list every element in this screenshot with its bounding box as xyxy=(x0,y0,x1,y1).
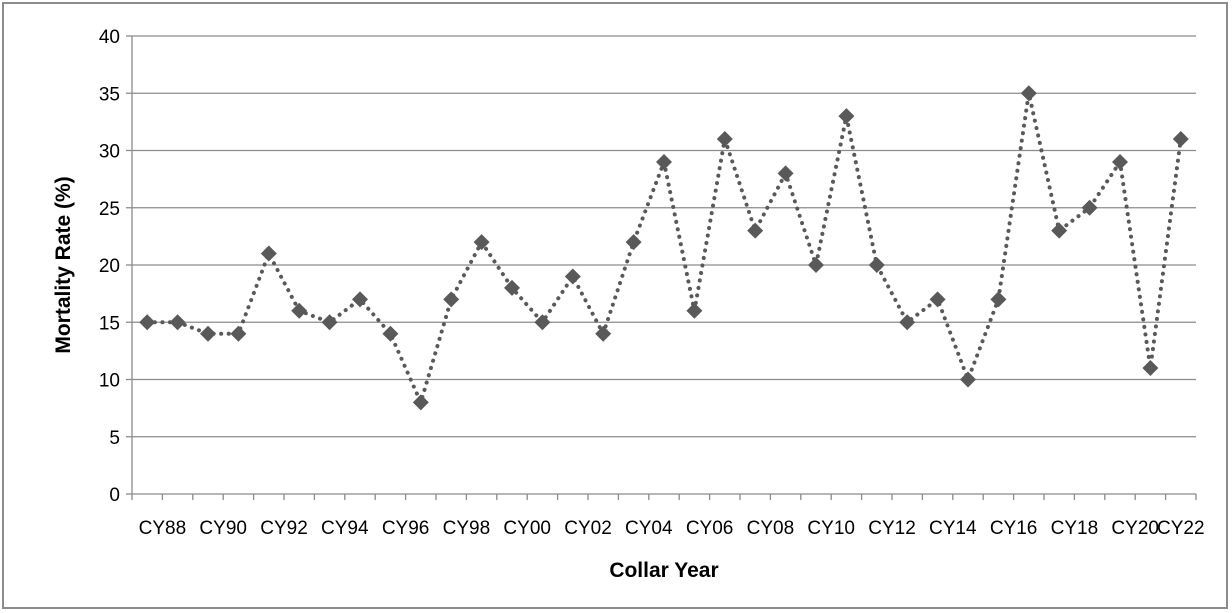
data-point-CY14 xyxy=(929,291,946,308)
data-point-CY10 xyxy=(808,257,824,273)
data-point-CY91 xyxy=(230,325,247,342)
data-point-CY09 xyxy=(777,165,794,182)
data-point-CY06 xyxy=(686,302,703,319)
series-line xyxy=(145,92,1183,409)
axes xyxy=(126,35,1197,500)
data-point-CY96 xyxy=(382,325,399,342)
data-point-CY17 xyxy=(1020,85,1037,102)
data-point-CY95 xyxy=(352,291,368,308)
data-point-CY13 xyxy=(899,314,916,331)
y-tick-label: 25 xyxy=(99,199,120,220)
x-tick-label: CY94 xyxy=(321,518,369,539)
data-point-CY21 xyxy=(1142,360,1159,377)
x-tick-label: CY22 xyxy=(1157,518,1205,539)
x-tick-label: CY18 xyxy=(1051,518,1099,539)
data-point-CY18 xyxy=(1051,222,1068,239)
y-tick-label: 5 xyxy=(109,428,120,449)
x-tick-label: CY14 xyxy=(929,518,977,539)
gridlines xyxy=(132,35,1196,438)
data-point-CY97 xyxy=(412,394,429,411)
data-point-CY20 xyxy=(1112,153,1128,170)
x-tick-label: CY08 xyxy=(747,518,795,539)
data-point-CY19 xyxy=(1081,199,1098,216)
y-tick-label: 10 xyxy=(99,371,120,392)
data-point-CY15 xyxy=(960,371,976,388)
data-point-CY03 xyxy=(595,325,612,342)
x-tick-label: CY12 xyxy=(868,518,916,539)
data-point-CY11 xyxy=(838,108,855,125)
data-point-CY02 xyxy=(564,268,581,285)
data-point-CY12 xyxy=(868,257,885,273)
x-tick-label: CY04 xyxy=(625,518,673,539)
x-axis-title: Collar Year xyxy=(609,559,718,582)
series-layer xyxy=(139,85,1189,411)
data-point-CY92 xyxy=(260,245,277,262)
data-point-CY07 xyxy=(716,131,733,148)
x-tick-label: CY00 xyxy=(503,518,551,539)
data-point-CY16 xyxy=(990,291,1007,308)
y-tick-label: 40 xyxy=(99,27,120,48)
data-point-CY04 xyxy=(625,234,642,251)
data-point-CY98 xyxy=(443,291,460,308)
x-tick-label: CY06 xyxy=(686,518,734,539)
data-point-CY88 xyxy=(139,314,156,331)
data-point-CY93 xyxy=(291,302,308,319)
x-tick-label: CY92 xyxy=(260,518,308,539)
y-tick-label: 35 xyxy=(99,84,120,105)
x-tick-label: CY98 xyxy=(443,518,491,539)
data-point-CY22 xyxy=(1172,131,1189,148)
data-point-CY01 xyxy=(534,314,551,331)
line-chart: 0 5 10 15 20 25 30 35 40 CY88 CY90 CY92 CY94 CY96 CY98… xyxy=(52,27,1205,582)
y-tick-label: 0 xyxy=(109,485,120,506)
x-tick-label: CY16 xyxy=(990,518,1038,539)
x-tick-label: CY02 xyxy=(564,518,612,539)
y-axis-title: Mortality Rate (%) xyxy=(52,176,75,353)
x-tick-label: CY88 xyxy=(139,518,187,539)
x-tick-label: CY10 xyxy=(807,518,855,539)
data-point-CY00 xyxy=(504,279,520,296)
x-tick-label: CY20 xyxy=(1111,518,1159,539)
y-tick-label: 15 xyxy=(99,313,120,334)
data-point-CY99 xyxy=(473,234,490,251)
data-point-CY08 xyxy=(747,222,764,239)
data-point-CY90 xyxy=(200,325,216,342)
data-point-CY89 xyxy=(169,314,186,331)
y-tick-label: 20 xyxy=(99,256,120,277)
y-tick-label: 30 xyxy=(99,142,120,163)
tick-labels: 0 5 10 15 20 25 30 35 40 CY88 CY90 CY92 CY94 CY96 CY98… xyxy=(99,27,1205,539)
x-tick-label: CY90 xyxy=(199,518,247,539)
data-point-CY94 xyxy=(321,314,338,331)
x-tick-label: CY96 xyxy=(382,518,430,539)
data-point-CY05 xyxy=(656,153,672,170)
